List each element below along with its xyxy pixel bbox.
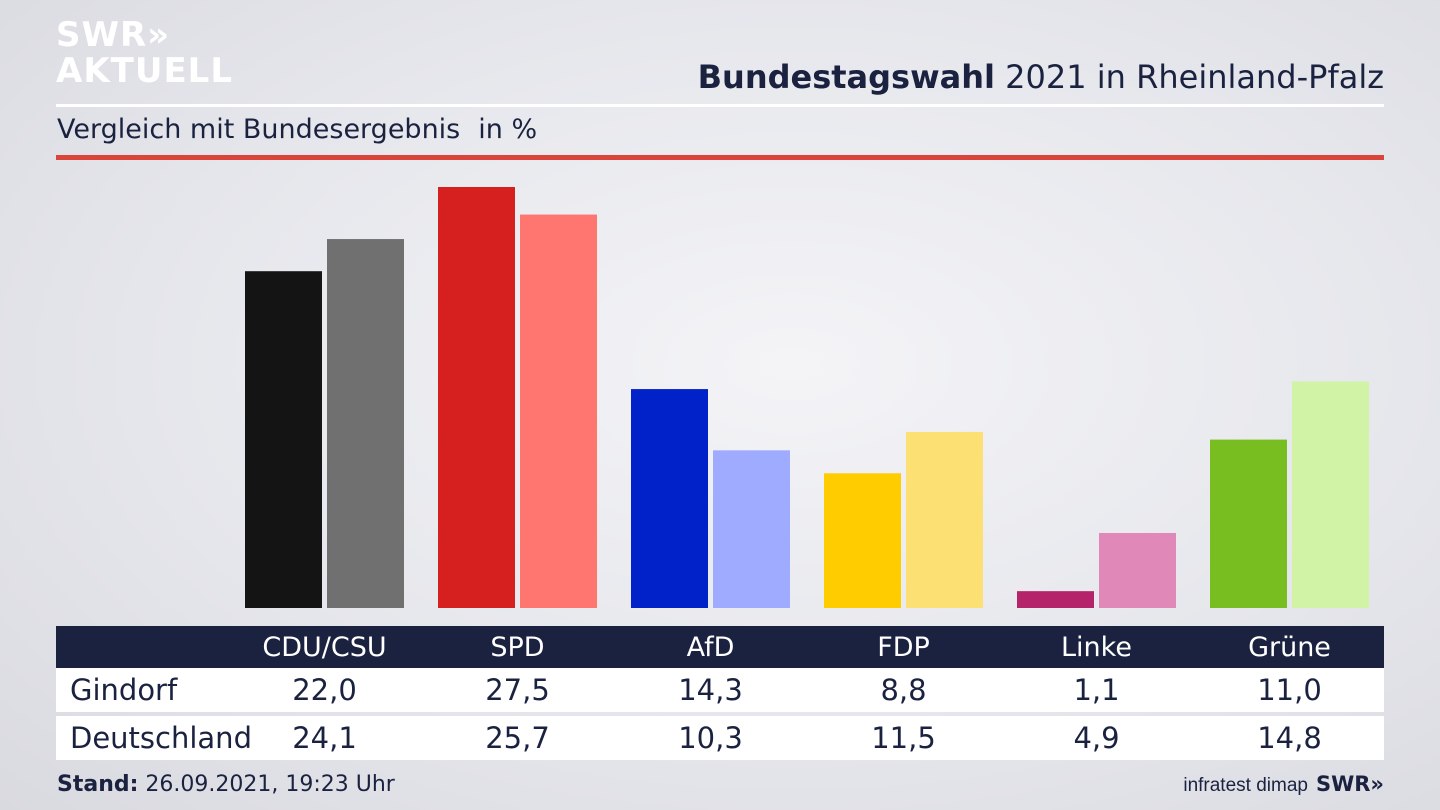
value-linke-gindorf: 1,1 xyxy=(1073,673,1120,707)
row-label-deutschland: Deutschland xyxy=(70,721,252,755)
subtitle-divider xyxy=(56,155,1384,160)
value-cdu-csu-gindorf: 22,0 xyxy=(292,673,357,707)
bar-cdu-csu-deutschland xyxy=(327,239,404,608)
value-linke-deutschland: 4,9 xyxy=(1073,721,1120,755)
bar-gr-ne-deutschland xyxy=(1292,381,1369,608)
bar-afd-gindorf xyxy=(631,389,708,608)
chart-subtitle: Vergleich mit Bundesergebnis in % xyxy=(57,114,537,145)
subtitle-unit: in % xyxy=(478,114,538,145)
value-afd-gindorf: 14,3 xyxy=(678,673,743,707)
bar-gr-ne-gindorf xyxy=(1210,439,1287,608)
source-credit: infratest dimap SWR» xyxy=(1183,772,1384,797)
column-header-linke: Linke xyxy=(1061,631,1132,663)
logo-line-2: AKTUELL xyxy=(56,51,234,91)
column-header-afd: AfD xyxy=(686,631,735,663)
column-header-cdu-csu: CDU/CSU xyxy=(262,631,387,663)
title-divider xyxy=(56,104,1384,107)
swr-aktuell-logo: SWR» AKTUELL xyxy=(56,18,233,88)
table-header-row: CDU/CSU SPD AfD FDP Linke Grüne xyxy=(56,626,1384,668)
stand-value: 26.09.2021, 19:23 Uhr xyxy=(138,772,395,797)
bar-chart xyxy=(245,187,1369,608)
column-header-fdp: FDP xyxy=(877,631,930,663)
table-row-gindorf: Gindorf 22,0 27,5 14,3 8,8 1,1 11,0 xyxy=(56,668,1384,712)
value-gr-ne-deutschland: 14,8 xyxy=(1257,721,1322,755)
logo-line-1: SWR» xyxy=(56,15,171,55)
value-cdu-csu-deutschland: 24,1 xyxy=(292,721,357,755)
value-spd-deutschland: 25,7 xyxy=(485,721,550,755)
value-afd-deutschland: 10,3 xyxy=(678,721,743,755)
row-label-gindorf: Gindorf xyxy=(70,673,178,707)
bar-cdu-csu-gindorf xyxy=(245,271,322,608)
swr-brand-mark: SWR» xyxy=(1315,772,1384,796)
column-header-spd: SPD xyxy=(490,631,545,663)
source-text: infratest dimap xyxy=(1183,775,1308,796)
bar-spd-deutschland xyxy=(520,214,597,608)
bar-spd-gindorf xyxy=(438,187,515,608)
chart-title-rest: 2021 in Rheinland-Pfalz xyxy=(995,58,1384,96)
value-spd-gindorf: 27,5 xyxy=(485,673,550,707)
results-table: CDU/CSU SPD AfD FDP Linke Grüne Gindorf 22,0 2… xyxy=(56,626,1384,760)
bar-fdp-deutschland xyxy=(906,431,983,608)
column-header-gr-ne: Grüne xyxy=(1248,631,1331,663)
subtitle-text: Vergleich mit Bundesergebnis xyxy=(57,114,461,145)
table-row-deutschland: Deutschland 24,1 25,7 10,3 11,5 4,9 14,8 xyxy=(56,716,1384,760)
timestamp: Stand: 26.09.2021, 19:23 Uhr xyxy=(57,772,395,797)
value-fdp-gindorf: 8,8 xyxy=(880,673,927,707)
value-fdp-deutschland: 11,5 xyxy=(871,721,936,755)
value-gr-ne-gindorf: 11,0 xyxy=(1257,673,1322,707)
bar-afd-deutschland xyxy=(713,450,790,608)
chart-title-bold: Bundestagswahl xyxy=(697,58,995,96)
chart-title: Bundestagswahl 2021 in Rheinland-Pfalz xyxy=(698,58,1384,96)
bar-linke-gindorf xyxy=(1017,591,1094,608)
bar-fdp-gindorf xyxy=(824,473,901,608)
bar-linke-deutschland xyxy=(1099,532,1176,608)
stand-label: Stand: xyxy=(57,772,139,797)
